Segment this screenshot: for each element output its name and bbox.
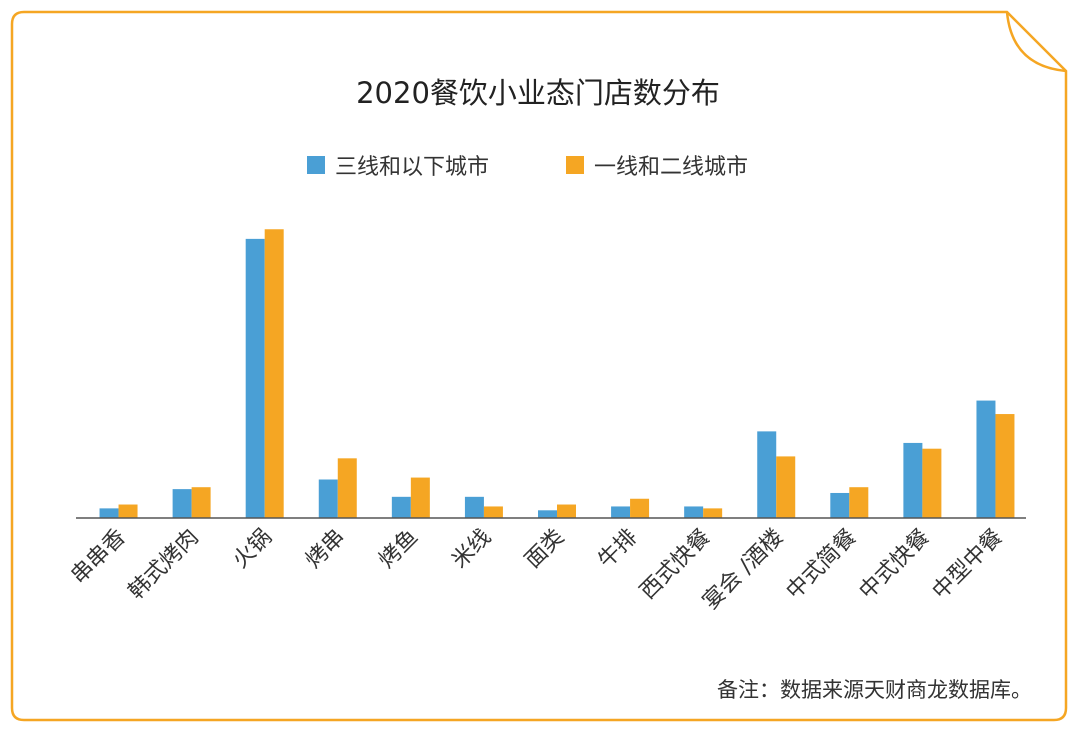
- bars-layer: [99, 229, 1015, 518]
- bar-series-1-0: [99, 508, 119, 518]
- legend-label-series-1: 三线和以下城市: [335, 155, 489, 180]
- bar-series-1-10: [830, 492, 850, 518]
- bar-series-1-12: [976, 400, 996, 518]
- bar-series-1-9: [757, 431, 777, 518]
- bar-series-2-7: [630, 498, 650, 518]
- bar-series-2-8: [703, 508, 723, 518]
- bar-series-2-12: [995, 414, 1015, 518]
- legend: 三线和以下城市 一线和二线城市: [307, 155, 748, 180]
- bar-series-2-4: [410, 477, 430, 518]
- source-note: 备注：数据来源天财商龙数据库。: [717, 678, 1032, 702]
- bar-series-1-1: [172, 489, 192, 518]
- legend-label-series-2: 一线和二线城市: [594, 155, 748, 180]
- bar-series-1-8: [684, 506, 704, 518]
- bar-series-2-1: [191, 487, 211, 518]
- bar-series-1-4: [391, 496, 411, 518]
- bar-series-1-7: [611, 506, 631, 518]
- bar-series-2-2: [264, 229, 284, 518]
- bar-series-2-11: [922, 448, 942, 518]
- bar-series-2-5: [483, 506, 503, 518]
- bar-series-2-0: [118, 504, 138, 518]
- folded-corner: [1005, 11, 1067, 73]
- bar-series-1-2: [245, 238, 265, 518]
- legend-swatch-series-1: [307, 156, 325, 174]
- bar-series-1-11: [903, 442, 923, 518]
- bar-series-1-5: [464, 496, 484, 518]
- card-frame: [10, 10, 1068, 722]
- bar-series-1-3: [318, 479, 338, 518]
- chart-title: 2020餐饮小业态门店数分布: [356, 76, 720, 110]
- bar-series-2-3: [337, 458, 357, 518]
- bar-series-2-9: [776, 456, 796, 518]
- bar-series-1-6: [538, 510, 557, 518]
- bar-series-2-6: [557, 504, 576, 518]
- legend-swatch-series-2: [566, 156, 584, 174]
- bar-series-2-10: [849, 487, 869, 518]
